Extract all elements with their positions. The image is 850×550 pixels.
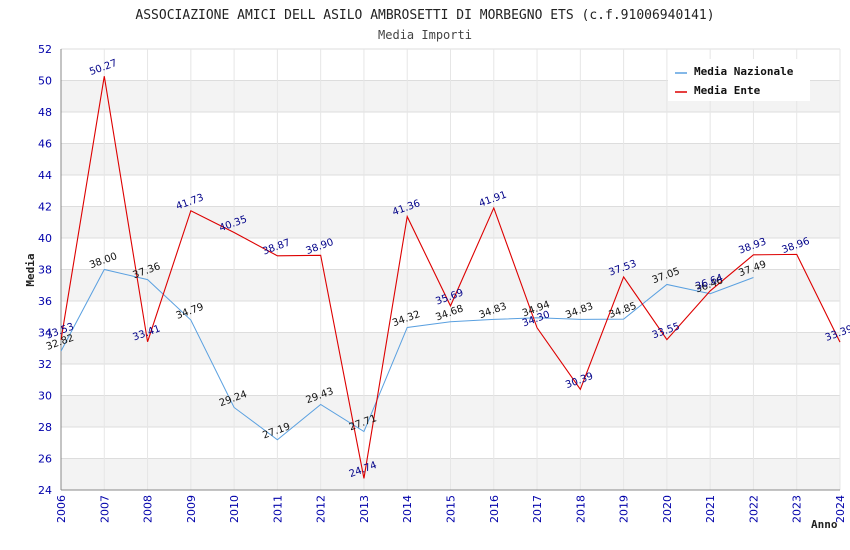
y-tick-label: 24 [38,484,52,497]
data-label-media-nazionale: 34.83 [478,301,509,321]
y-tick-label: 48 [38,106,52,119]
axes [60,49,840,491]
series-line-media-nazionale [60,268,754,441]
x-tick-label: 2009 [185,495,198,523]
y-tick-label: 36 [38,295,52,308]
x-tick-label: 2010 [228,495,241,523]
x-tick-label: 2022 [747,495,760,523]
x-axis-label: Anno [811,518,838,531]
x-tick-label: 2007 [98,495,111,523]
x-tick-label: 2013 [358,495,371,523]
y-tick-label: 38 [38,264,52,277]
data-label-media-ente: 38.93 [737,236,768,256]
x-tick-label: 2019 [618,495,631,523]
chart-title: ASSOCIAZIONE AMICI DELL ASILO AMBROSETTI… [135,8,714,23]
data-label-media-ente: 38.87 [261,237,292,257]
y-tick-label: 40 [38,232,52,245]
series-lines [60,76,841,479]
y-tick-label: 32 [38,358,52,371]
y-tick-label: 26 [38,453,52,466]
y-tick-label: 46 [38,138,52,151]
y-tick-labels: 24 26 28 30 32 34 36 38 40 42 44 46 48 50 52 [38,43,52,497]
x-tick-label: 2018 [574,495,587,523]
legend: Media Nazionale Media Ente [668,59,810,101]
legend-box [668,59,810,101]
x-tick-label: 2012 [315,495,328,523]
x-tick-label: 2016 [488,495,501,523]
y-tick-label: 44 [38,169,52,182]
y-tick-label: 42 [38,201,52,214]
x-tick-label: 2015 [445,495,458,523]
x-tick-label: 2024 [834,495,847,523]
x-tick-label: 2008 [142,495,155,523]
data-label-media-ente: 38.96 [781,236,812,256]
data-label-media-nazionale: 34.83 [564,301,595,321]
x-tick-labels: 2006 2007 2008 2009 2010 2011 2012 2013 2014 2015… [55,495,847,523]
x-tick-label: 2020 [661,495,674,523]
x-tick-label: 2017 [531,495,544,523]
chart-subtitle: Media Importi [378,28,472,42]
x-tick-label: 2023 [791,495,804,523]
y-tick-label: 30 [38,390,52,403]
legend-label-media-nazionale: Media Nazionale [694,65,794,78]
data-label-media-nazionale: 34.85 [607,301,638,321]
data-label-media-ente: 38.90 [304,237,335,257]
x-tick-label: 2014 [401,495,414,523]
y-tick-label: 50 [38,75,52,88]
y-tick-label: 28 [38,421,52,434]
legend-label-media-ente: Media Ente [694,84,761,97]
y-tick-label: 34 [38,327,52,340]
x-tick-label: 2006 [55,495,68,523]
data-label-media-nazionale: 38.00 [88,251,119,271]
data-label-media-ente: 50.27 [88,58,119,78]
series-line-media-ente [60,76,841,479]
y-tick-label: 52 [38,43,52,56]
y-axis-label: Media [24,253,37,286]
x-tick-label: 2021 [704,495,717,523]
x-tick-label: 2011 [271,495,284,523]
